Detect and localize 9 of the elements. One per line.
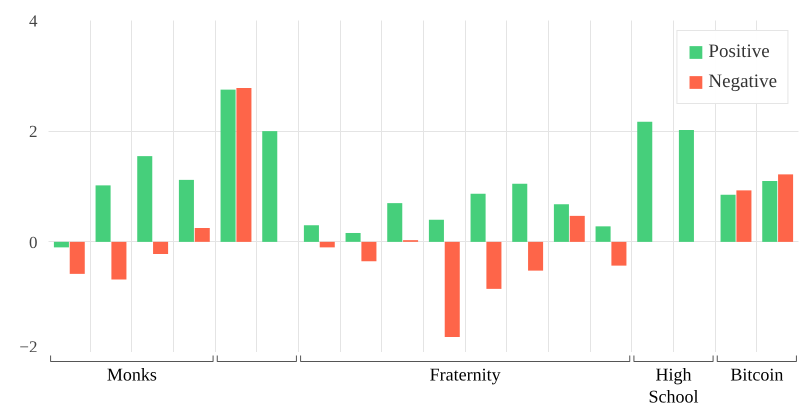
- legend-label: Negative: [708, 71, 777, 93]
- y-tick-label: 4: [29, 12, 38, 30]
- text: Monks: [106, 364, 157, 384]
- text: Fraternity: [430, 364, 501, 384]
- legend-label: Positive: [708, 41, 770, 63]
- y-tick-label: 0: [29, 232, 38, 252]
- text: Bitcoin: [730, 364, 784, 384]
- y-tick-label: 2: [29, 122, 38, 142]
- text: High School: [648, 364, 699, 406]
